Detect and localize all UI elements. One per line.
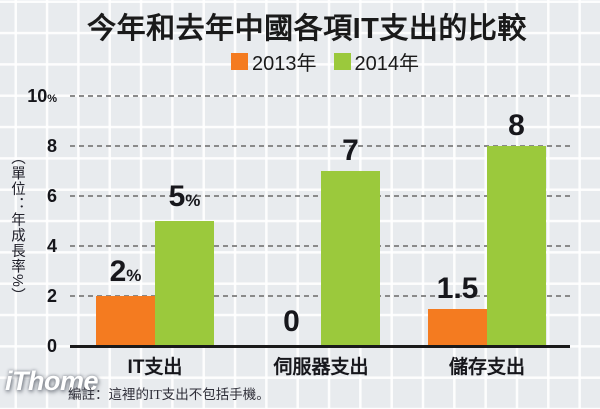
- value-percent-sign: %: [126, 266, 142, 285]
- value-label-s1-g1: 2%: [109, 255, 142, 288]
- bar-s2-g3: [487, 146, 546, 346]
- value-label-s1-g3: 1.5: [436, 271, 479, 305]
- bar-s1-g3: [428, 308, 487, 346]
- value-percent-sign: %: [185, 191, 201, 210]
- value-label-s2-g2: 7: [342, 134, 359, 167]
- y-tick-label-8: 8: [46, 136, 57, 156]
- bar-s2-g2: [321, 171, 380, 346]
- y-axis-unit-label: （單位：年成長率%）: [9, 150, 25, 304]
- legend-item-2014: 2014年: [333, 47, 420, 76]
- y-tick-label-10: 10%: [27, 86, 57, 106]
- gridline-6: [70, 195, 570, 197]
- ithome-logo: iThome: [5, 366, 99, 396]
- category-label-g2: 伺服器支出: [273, 357, 369, 378]
- bar-s1-g1: [96, 296, 155, 346]
- legend-item-2013: 2013年: [231, 47, 317, 76]
- legend-swatch-2014: [333, 53, 351, 70]
- legend-label-2014: 2014年: [354, 53, 420, 75]
- value-label-s2-g1: 5%: [168, 180, 201, 213]
- y-tick-label-2: 2: [46, 286, 57, 306]
- value-label-s2-g3: 8: [508, 109, 525, 142]
- legend-swatch-2013: [231, 53, 248, 70]
- y-tick-label-4: 4: [46, 236, 57, 256]
- gridline-10: [70, 95, 570, 97]
- gridline-4: [70, 245, 570, 247]
- legend: 2013年 2014年: [231, 47, 419, 76]
- value-label-s1-g2: 0: [283, 305, 300, 338]
- gridline-2: [70, 295, 570, 297]
- y-tick-label-6: 6: [46, 186, 57, 206]
- category-label-g1: IT支出: [127, 357, 183, 378]
- category-label-g3: 儲存支出: [448, 357, 525, 378]
- bar-s2-g1: [155, 221, 214, 346]
- y-tick-percent-sign: %: [47, 93, 57, 105]
- chart-title: 今年和去年中國各項IT支出的比較: [87, 13, 527, 45]
- gridline-8: [70, 145, 570, 147]
- footnote: 編註：這裡的IT支出不包括手機。: [68, 387, 270, 402]
- y-tick-label-0: 0: [46, 336, 57, 356]
- x-axis-line: [70, 345, 570, 348]
- legend-label-2013: 2013年: [252, 53, 317, 75]
